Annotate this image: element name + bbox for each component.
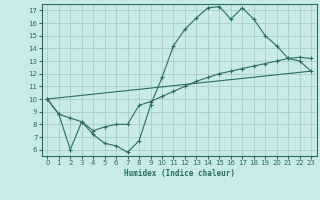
X-axis label: Humidex (Indice chaleur): Humidex (Indice chaleur) <box>124 169 235 178</box>
